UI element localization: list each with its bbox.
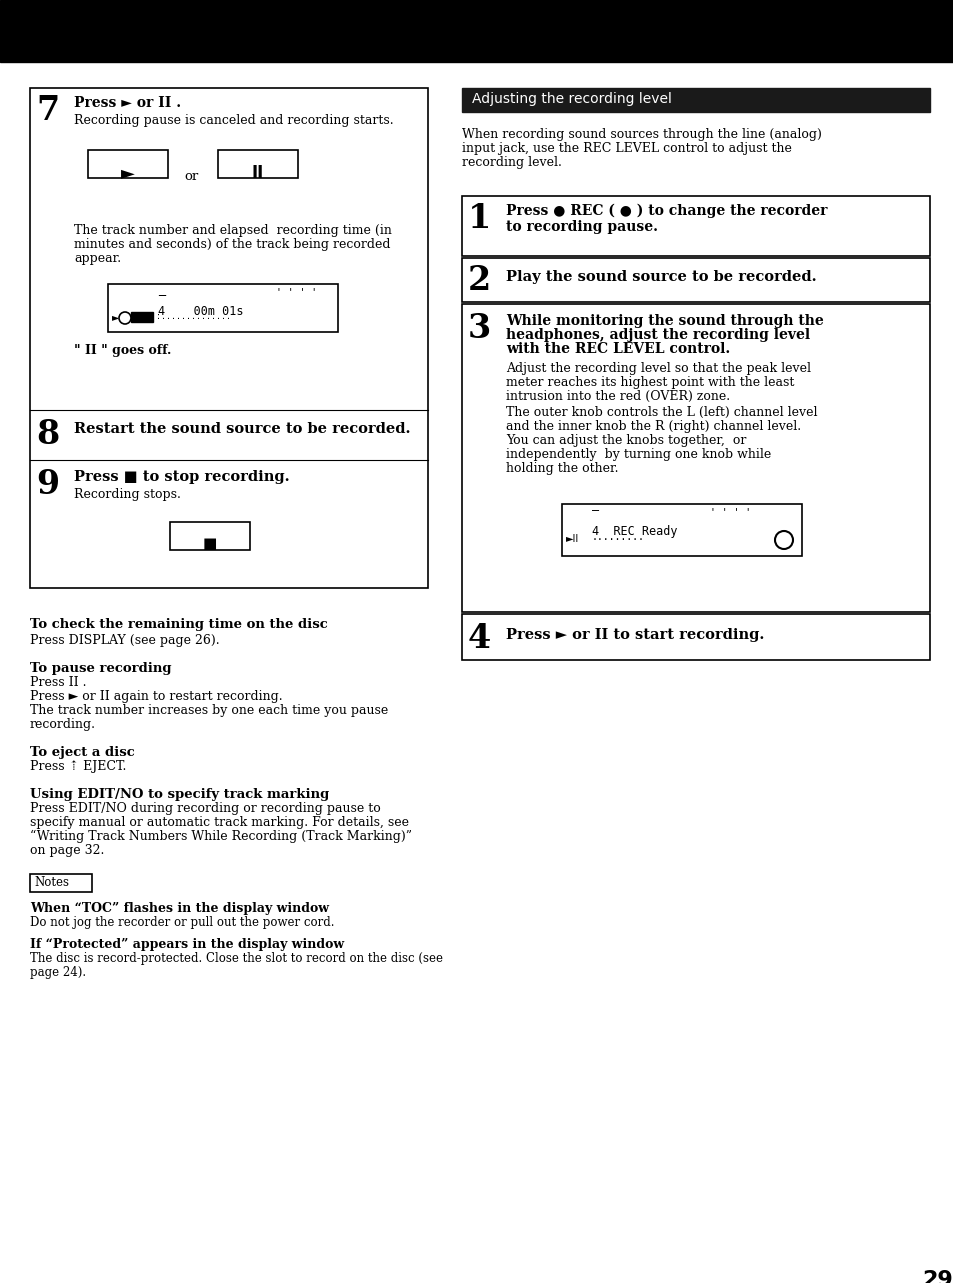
Text: ►: ► [112, 312, 119, 322]
Text: “Writing Track Numbers While Recording (Track Marking)”: “Writing Track Numbers While Recording (… [30, 830, 412, 843]
Text: You can adjust the knobs together,  or: You can adjust the knobs together, or [505, 434, 745, 446]
Text: on page 32.: on page 32. [30, 844, 104, 857]
Text: Adjusting the recording level: Adjusting the recording level [472, 92, 671, 106]
Bar [461, 258, 929, 302]
Text: Press ► or II to start recording.: Press ► or II to start recording. [505, 627, 763, 642]
Bar [170, 522, 250, 550]
Text: Press ● REC ( ● ) to change the recorder: Press ● REC ( ● ) to change the recorder [505, 204, 826, 218]
Bar [218, 150, 297, 178]
Text: minutes and seconds) of the track being recorded: minutes and seconds) of the track being … [74, 239, 390, 251]
Text: To pause recording: To pause recording [30, 662, 172, 675]
Text: input jack, use the REC LEVEL control to adjust the: input jack, use the REC LEVEL control to… [461, 142, 791, 155]
Bar [461, 615, 929, 659]
Text: The track number and elapsed  recording time (in: The track number and elapsed recording t… [74, 225, 392, 237]
Text: Press II .: Press II . [30, 676, 87, 689]
Bar [461, 89, 929, 112]
Text: Restart the sound source to be recorded.: Restart the sound source to be recorded. [74, 422, 410, 436]
Text: 7: 7 [36, 94, 59, 127]
Text: 2: 2 [468, 264, 491, 296]
Text: specify manual or automatic track marking. For details, see: specify manual or automatic track markin… [30, 816, 409, 829]
Text: Recording stops.: Recording stops. [74, 488, 181, 500]
Text: When recording sound sources through the line (analog): When recording sound sources through the… [461, 128, 821, 141]
Bar [461, 304, 929, 612]
Text: independently  by turning one knob while: independently by turning one knob while [505, 448, 770, 461]
Text: ̅
4  REC Ready: ̅ 4 REC Ready [592, 511, 677, 538]
Text: Press ► or II .: Press ► or II . [74, 96, 181, 110]
Text: recording level.: recording level. [461, 157, 561, 169]
Text: 3: 3 [468, 312, 491, 345]
Circle shape [119, 312, 131, 325]
Text: Press DISPLAY (see page 26).: Press DISPLAY (see page 26). [30, 634, 219, 647]
Text: Notes: Notes [34, 876, 69, 889]
Text: When “TOC” flashes in the display window: When “TOC” flashes in the display window [30, 902, 329, 915]
Text: Press EDIT/NO during recording or recording pause to: Press EDIT/NO during recording or record… [30, 802, 380, 815]
Text: 9: 9 [36, 468, 59, 500]
Text: intrusion into the red (OVER) zone.: intrusion into the red (OVER) zone. [505, 390, 729, 403]
Text: Press ■ to stop recording.: Press ■ to stop recording. [74, 470, 290, 484]
Text: with the REC LEVEL control.: with the REC LEVEL control. [505, 343, 729, 355]
Bar [108, 284, 337, 332]
Circle shape [774, 531, 792, 549]
Text: ─
4    00m 01s: ─ 4 00m 01s [158, 290, 243, 318]
Text: To eject a disc: To eject a disc [30, 745, 134, 760]
Text: page 24).: page 24). [30, 966, 86, 979]
Text: 1: 1 [468, 201, 491, 235]
Text: To check the remaining time on the disc: To check the remaining time on the disc [30, 618, 328, 631]
Text: If “Protected” appears in the display window: If “Protected” appears in the display wi… [30, 938, 344, 951]
Text: " II " goes off.: " II " goes off. [74, 344, 172, 357]
Bar [131, 312, 152, 322]
Text: holding the other.: holding the other. [505, 462, 618, 475]
Bar [30, 874, 91, 892]
Text: While monitoring the sound through the: While monitoring the sound through the [505, 314, 822, 328]
Text: appear.: appear. [74, 251, 121, 266]
Text: .........: ......... [592, 532, 644, 541]
Text: to recording pause.: to recording pause. [505, 219, 658, 234]
Text: :..............: :.............. [156, 312, 231, 321]
Text: The outer knob controls the L (left) channel level: The outer knob controls the L (left) cha… [505, 405, 817, 420]
Text: Do not jog the recorder or pull out the power cord.: Do not jog the recorder or pull out the … [30, 916, 335, 929]
Text: meter reaches its highest point with the least: meter reaches its highest point with the… [505, 376, 794, 389]
Text: recording.: recording. [30, 718, 96, 731]
Bar [561, 504, 801, 556]
Text: Play the sound source to be recorded.: Play the sound source to be recorded. [505, 269, 816, 284]
Text: Adjust the recording level so that the peak level: Adjust the recording level so that the p… [505, 362, 810, 375]
Bar [461, 196, 929, 257]
Text: II: II [252, 164, 264, 182]
Text: headphones, adjust the recording level: headphones, adjust the recording level [505, 328, 809, 343]
Text: Press ► or II again to restart recording.: Press ► or II again to restart recording… [30, 690, 282, 703]
Text: Press ⇡ EJECT.: Press ⇡ EJECT. [30, 760, 126, 772]
Text: Using EDIT/NO to specify track marking: Using EDIT/NO to specify track marking [30, 788, 329, 801]
Text: ' ' ' ': ' ' ' ' [709, 508, 750, 518]
Text: 4: 4 [468, 622, 491, 656]
Text: The track number increases by one each time you pause: The track number increases by one each t… [30, 704, 388, 717]
Bar [0, 0, 953, 62]
Text: ' ' ' ': ' ' ' ' [275, 287, 316, 298]
Text: 8: 8 [36, 418, 59, 452]
Text: ►II: ►II [565, 534, 578, 544]
Bar [88, 150, 168, 178]
Text: and the inner knob the R (right) channel level.: and the inner knob the R (right) channel… [505, 420, 801, 432]
Bar [30, 89, 428, 588]
Text: 29: 29 [921, 1270, 952, 1283]
Text: ■: ■ [203, 536, 217, 550]
Text: or: or [185, 171, 199, 183]
Text: Recording pause is canceled and recording starts.: Recording pause is canceled and recordin… [74, 114, 394, 127]
Text: The disc is record-protected. Close the slot to record on the disc (see: The disc is record-protected. Close the … [30, 952, 442, 965]
Text: ►: ► [121, 164, 134, 182]
